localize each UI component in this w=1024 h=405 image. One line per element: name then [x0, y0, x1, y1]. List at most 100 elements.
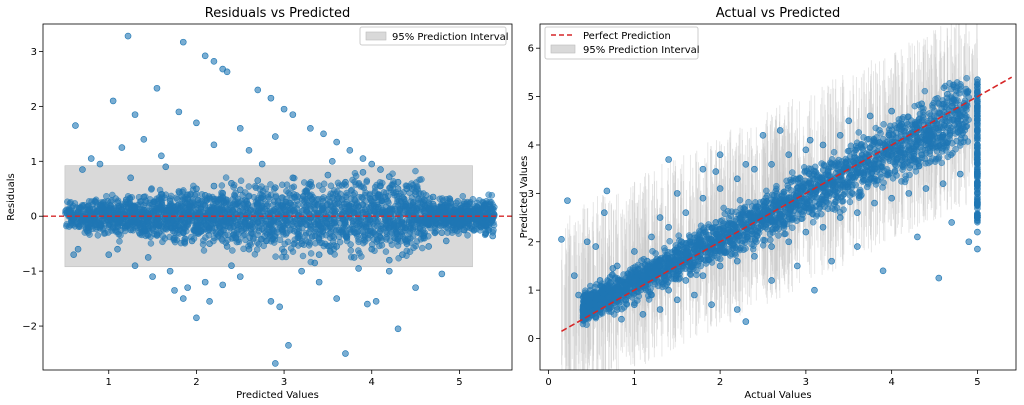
- residual-point: [429, 200, 437, 208]
- residual-point: [238, 227, 246, 234]
- prediction-point: [846, 198, 854, 206]
- residual-point: [367, 203, 375, 210]
- y-tick-label: −1: [22, 267, 37, 278]
- residual-point: [184, 284, 191, 291]
- residual-point: [278, 194, 285, 201]
- residual-point: [210, 182, 218, 190]
- residual-point: [272, 253, 279, 260]
- residual-point: [439, 195, 446, 202]
- residual-point: [331, 251, 338, 258]
- residuals-x-axis-label: Predicted Values: [236, 390, 319, 401]
- residual-point: [201, 192, 209, 199]
- residual-point: [280, 105, 288, 113]
- residual-point: [399, 251, 406, 258]
- residual-point: [175, 188, 183, 195]
- residual-point: [72, 122, 79, 129]
- residual-point: [328, 158, 336, 165]
- residual-point: [105, 207, 113, 215]
- residual-point: [306, 193, 314, 200]
- residual-point: [350, 225, 357, 233]
- residual-point: [322, 223, 330, 230]
- residual-point: [127, 174, 134, 182]
- residual-point: [218, 182, 226, 189]
- residual-point: [254, 86, 262, 94]
- residual-point: [224, 231, 232, 239]
- residual-point: [181, 219, 188, 227]
- residual-point: [366, 192, 373, 199]
- prediction-point: [789, 224, 796, 231]
- residual-point: [239, 192, 246, 199]
- residual-point: [382, 248, 390, 255]
- residual-point: [206, 298, 213, 305]
- residual-point: [298, 267, 305, 275]
- residual-point: [324, 196, 332, 203]
- residual-point: [281, 240, 289, 248]
- residual-point: [127, 226, 134, 234]
- residual-point: [438, 270, 446, 278]
- residuals-plot-area: 1 2 3 4 5 −2 −1 0 1 2 3: [22, 23, 513, 388]
- residual-point: [69, 202, 77, 210]
- residual-point: [149, 273, 156, 280]
- residual-point: [388, 205, 396, 212]
- prediction-point: [906, 171, 913, 179]
- residual-point: [202, 234, 209, 241]
- residual-point: [85, 198, 93, 205]
- residual-point: [140, 136, 148, 143]
- residual-point: [333, 295, 340, 302]
- residual-point: [315, 222, 322, 229]
- residual-point: [162, 225, 170, 232]
- residual-point: [236, 186, 244, 194]
- residual-point: [244, 209, 251, 217]
- residuals-plot: Residuals vs Predicted 1 2 3 4 5 −2 −1 0 1 2 3 Pre…: [6, 6, 513, 401]
- residual-point: [419, 244, 426, 252]
- residual-point: [122, 196, 130, 204]
- residual-point: [272, 133, 279, 140]
- residual-point: [342, 233, 350, 240]
- residual-point: [171, 287, 178, 294]
- residual-point: [364, 300, 371, 308]
- residual-point: [421, 234, 428, 242]
- residual-point: [307, 125, 314, 132]
- residual-point: [394, 242, 402, 249]
- residual-point: [131, 262, 139, 269]
- prediction-point: [830, 149, 838, 156]
- x-tick-label: 5: [456, 377, 462, 388]
- residual-point: [300, 179, 308, 186]
- residual-point: [219, 281, 227, 289]
- residual-point: [320, 130, 327, 138]
- residual-point: [342, 178, 349, 186]
- residual-point: [184, 195, 191, 202]
- residual-point: [206, 240, 213, 247]
- residual-point: [289, 248, 297, 255]
- residual-point: [418, 219, 426, 227]
- residual-point: [359, 168, 367, 176]
- residual-point: [342, 350, 349, 357]
- residual-point: [469, 195, 477, 203]
- prediction-point: [745, 198, 752, 206]
- residual-point: [140, 193, 148, 201]
- residual-point: [153, 232, 161, 239]
- residual-point: [413, 216, 420, 223]
- residual-point: [232, 234, 240, 242]
- residual-point: [257, 194, 265, 202]
- residual-point: [149, 200, 156, 208]
- x-tick-label: 1: [106, 377, 112, 388]
- residual-point: [253, 202, 261, 210]
- residual-point: [229, 247, 236, 254]
- residual-point: [489, 232, 497, 240]
- residual-point: [444, 229, 451, 236]
- residual-point: [429, 193, 437, 201]
- residual-point: [101, 217, 108, 224]
- residual-point: [289, 111, 297, 118]
- interval-legend-label: 95% Prediction Interval: [392, 32, 509, 43]
- residual-point: [70, 251, 77, 258]
- residual-point: [485, 191, 492, 199]
- residual-point: [361, 206, 369, 214]
- residual-point: [350, 254, 358, 261]
- residual-point: [413, 207, 421, 215]
- residual-point: [286, 227, 294, 234]
- residual-point: [460, 226, 468, 234]
- residual-point: [79, 166, 86, 173]
- residual-point: [109, 223, 117, 231]
- residual-point: [317, 215, 325, 222]
